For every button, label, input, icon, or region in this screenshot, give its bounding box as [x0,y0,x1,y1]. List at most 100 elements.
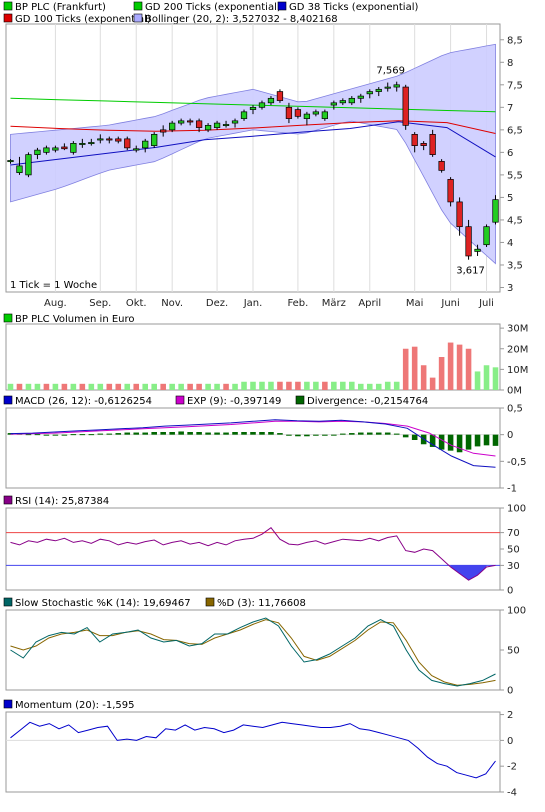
divergence-bar [447,434,454,451]
y-tick-label: 8,5 [507,35,523,46]
legend-swatch [133,1,143,11]
candle-body [312,111,320,115]
divergence-bar [142,432,149,435]
volume-bar [420,365,427,390]
y-tick-label: 6,5 [507,125,523,136]
min-annotation: 3,617 [456,266,485,277]
candle-body [79,143,86,145]
candle-body [222,124,230,126]
candle-body [61,146,68,150]
volume-bar [331,381,337,390]
candle-body [474,248,481,252]
panel-frame-1 [5,323,501,391]
volume-bar [160,383,166,390]
volume-bar [456,344,463,390]
candle-body [97,138,104,141]
candle-body [483,226,490,246]
candle-body [106,138,113,141]
divergence-bar [88,434,95,436]
volume-bar [34,383,41,390]
divergence-bar [214,432,220,435]
volume-bar [465,348,472,390]
divergence-bar [259,432,265,435]
divergence-bar [151,432,157,435]
divergence-bar [241,432,247,435]
volume-bar [286,381,292,390]
divergence-bar [25,434,32,436]
x-month-label: Feb. [287,298,308,309]
y-tick-label: 7,5 [507,80,523,91]
legend-swatch [3,13,13,23]
y-tick-label: 2 [507,710,513,721]
divergence-bar [106,433,113,435]
y-tick-label: 30M [507,324,528,335]
divergence-bar [187,432,193,435]
divergence-bar [375,432,382,435]
y-tick-label: 10M [507,365,528,376]
divergence-bar [52,434,59,436]
legend-entry: Slow Stochastic %K (14): 19,69467 [15,598,191,609]
legend-swatch [3,699,13,709]
divergence-bar [492,434,499,446]
legend-entry: EXP (9): -0,397149 [187,396,281,407]
macd-line [10,419,496,468]
volume-bar [196,383,202,390]
candle-body [178,120,185,124]
candle-body [384,86,391,89]
candle-body [411,134,418,146]
volume-bar [483,365,490,390]
candle-body [25,154,32,176]
y-tick-label: 50 [507,646,520,657]
y-tick-label: 5 [507,193,513,204]
legend-entry: Momentum (20): -1,595 [15,700,134,711]
volume-bar [124,383,131,390]
volume-bar [402,348,409,390]
legend-entry: Bollinger (20, 2): 3,527032 - 8,402168 [145,14,338,25]
volume-bar [43,383,50,390]
volume-bar [88,383,95,390]
x-month-label: Mai [406,298,424,309]
volume-bar [16,383,23,390]
volume-bar [241,381,247,390]
volume-bar [70,383,77,390]
y-tick-label: 3 [507,283,513,294]
y-tick-label: 0 [507,686,513,697]
y-tick-label: 7 [507,103,513,114]
divergence-bar [286,434,292,436]
rsi-line [10,527,496,581]
candle-body [34,149,41,155]
divergence-bar [124,432,131,435]
candle-body [70,143,77,153]
y-tick-label: 4,5 [507,215,523,226]
legend-swatch [175,395,185,405]
legend-entry: GD 100 Ticks (exponential) [15,14,151,25]
y-tick-label: 70 [507,528,520,539]
candle-body [456,201,463,228]
divergence-bar [277,433,283,435]
y-tick-label: 0,5 [507,404,523,415]
volume-bar [349,381,355,390]
candle-body [16,165,23,173]
volume-bar [115,383,122,390]
panel-frame-2 [5,407,501,489]
legend-entry: %D (3): 11,76608 [217,598,306,609]
candle-body [88,142,95,145]
gd100-line [10,120,496,134]
candle-body [204,124,212,131]
exp-line [10,420,496,457]
legend-swatch [205,597,215,607]
y-tick-label: 100 [507,606,526,617]
volume-bar [447,342,454,390]
y-tick-label: -4 [507,788,517,799]
divergence-bar [196,432,202,435]
legend-entry: GD 200 Ticks (exponential) [145,2,281,13]
legend-entry: Divergence: -0,2154764 [307,396,428,407]
max-annotation: 7,569 [376,66,405,77]
candle-body [303,113,311,119]
legend-swatch [295,395,305,405]
volume-bar [106,383,113,390]
x-month-label: Nov. [161,298,183,309]
candle-body [124,138,131,149]
divergence-bar [223,432,229,435]
